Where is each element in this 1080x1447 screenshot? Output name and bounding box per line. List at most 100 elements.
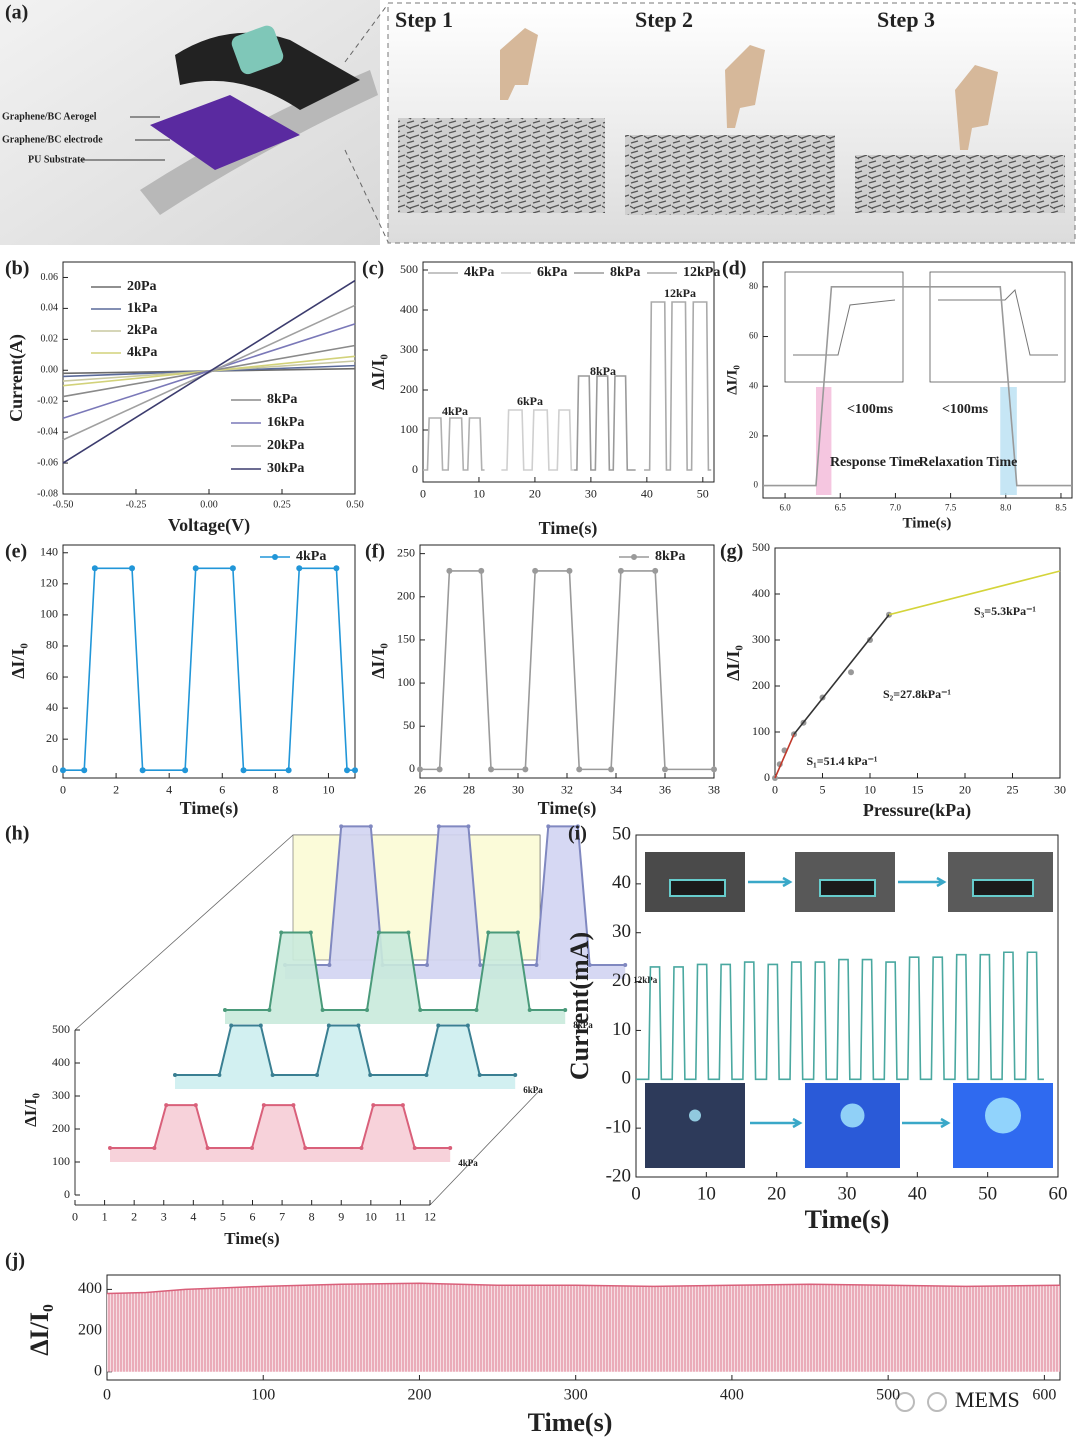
data-point — [848, 669, 854, 676]
y-tick-label: -10 — [606, 1117, 631, 1138]
x-tick-label: 30 — [1054, 782, 1066, 796]
y-tick-label: -0.04 — [37, 426, 58, 437]
panel-label: (c) — [362, 258, 384, 280]
x-tick-label: 9 — [338, 1209, 344, 1223]
chart: (d) Time(s) ΔI/I₀ 6.0 6.5 7.0 7.5 8.0 8.5 0 20 40 60… — [722, 258, 1073, 531]
data-point — [478, 567, 485, 574]
chart: (c)Time(s)ΔI/I₀0 10 20 30 40 5001002003004005… — [362, 258, 720, 540]
layer-label: PU Substrate — [28, 154, 86, 165]
foam — [398, 118, 605, 213]
x-tick-label: 0 — [772, 782, 778, 796]
x-tick-label: 10 — [365, 1209, 377, 1223]
x-axis-label: Time(s) — [180, 798, 239, 819]
data-point — [173, 1073, 177, 1077]
x-tick-label: 200 — [407, 1386, 431, 1403]
chart: (e)Time(s)ΔI/I₀0 2 4 6 8 10020406080100120140… — [5, 541, 358, 819]
y-tick-label: 250 — [397, 545, 415, 559]
watermark-icon — [895, 1392, 915, 1412]
x-tick-label: 50 — [697, 486, 709, 500]
annotation: <100ms — [847, 402, 894, 417]
annotation: S₂=27.8kPa⁻¹ — [883, 687, 951, 701]
x-tick-label: 34 — [610, 782, 622, 796]
y-tick-label: 100 — [752, 724, 770, 738]
y-tick-label: 140 — [40, 545, 58, 559]
layer-label: Graphene/BC electrode — [2, 134, 103, 145]
y-tick-label: 0.06 — [41, 272, 59, 283]
x-tick-label: 300 — [564, 1386, 588, 1403]
legend-label: 4kPa — [464, 265, 494, 280]
data-point — [308, 930, 313, 935]
aerogel-top — [175, 32, 360, 110]
data-point — [575, 824, 580, 829]
plot-frame — [419, 544, 715, 779]
arrow — [750, 1117, 803, 1129]
data-point — [368, 824, 373, 829]
data-point — [477, 1073, 482, 1077]
inset-curve — [938, 289, 1058, 356]
x-tick-label: 15 — [912, 782, 924, 796]
data-point — [359, 1146, 364, 1150]
data-point — [576, 766, 583, 773]
data-point — [315, 1073, 319, 1077]
legend-label: 20Pa — [127, 279, 157, 294]
data-point — [711, 766, 717, 773]
data-point — [258, 1023, 263, 1028]
chart: (j) Time(s) ΔI/I₀ 0 100 200 300 400 500 600 0 200 40… — [5, 1250, 1061, 1437]
annotation: 8kPa — [590, 364, 616, 378]
y-tick-label: 80 — [46, 638, 58, 652]
x-tick-label: 30 — [585, 486, 597, 500]
y-tick-label: 40 — [612, 872, 631, 893]
annotation: Response Time — [830, 455, 920, 470]
y-axis-label: ΔI/I₀ — [724, 365, 740, 395]
data-point — [205, 1146, 210, 1150]
annotation: Relaxation Time — [919, 455, 1018, 470]
x-tick-label: 4 — [166, 782, 172, 796]
x-tick-label: 0.25 — [273, 499, 291, 510]
x-tick-label: 3 — [161, 1209, 167, 1223]
data-point — [91, 565, 98, 572]
x-tick-label: 20 — [529, 486, 541, 500]
legend-label: 1kPa — [127, 301, 157, 316]
data-point — [448, 1146, 453, 1150]
y-tick-label: -0.08 — [37, 488, 58, 499]
y-tick-label: 100 — [40, 607, 58, 621]
aerogel-tab — [231, 25, 284, 75]
hand — [725, 45, 765, 128]
plot-frame — [62, 544, 356, 779]
data-point — [285, 767, 292, 774]
y-tick-label: 200 — [78, 1321, 102, 1338]
led-glow — [689, 1109, 701, 1122]
y-tick-label: -0.06 — [37, 457, 58, 468]
inset-curve — [793, 299, 896, 356]
y-tick-label: 400 — [52, 1055, 70, 1069]
x-tick-label: 50 — [978, 1184, 997, 1205]
inset-box — [929, 271, 1066, 383]
data-point — [478, 963, 483, 967]
y-axis-label: ΔI/I₀ — [723, 645, 743, 681]
data-point — [81, 767, 88, 774]
x-tick-label: 0 — [72, 1209, 78, 1223]
series-label: 8kPa — [573, 1020, 593, 1030]
series-area — [225, 932, 566, 1024]
annotation: S₁=51.4 kPa⁻¹ — [806, 754, 877, 768]
data-point — [446, 567, 453, 574]
panel-label: (d) — [722, 258, 746, 280]
data-point — [250, 1146, 254, 1150]
data-point — [566, 567, 573, 574]
x-tick-label: 60 — [1049, 1184, 1068, 1205]
y-tick-label: 0.00 — [41, 365, 59, 376]
y-tick-label: 300 — [400, 342, 418, 356]
data-point — [466, 824, 471, 829]
y-tick-label: -0.02 — [37, 395, 58, 406]
panel-label: (i) — [568, 823, 587, 845]
data-point — [217, 1073, 222, 1077]
series-line — [285, 825, 626, 966]
x-axis-label: Time(s) — [224, 1229, 279, 1248]
data-point — [534, 963, 539, 967]
y-tick-label: 10 — [612, 1019, 631, 1040]
x-tick-label: 2 — [131, 1209, 137, 1223]
y-axis-label: ΔI/I₀ — [25, 1304, 54, 1356]
y-tick-label: 0 — [409, 761, 415, 775]
x-tick-label: 2 — [113, 782, 119, 796]
x-tick-label: 8.0 — [1000, 502, 1012, 512]
